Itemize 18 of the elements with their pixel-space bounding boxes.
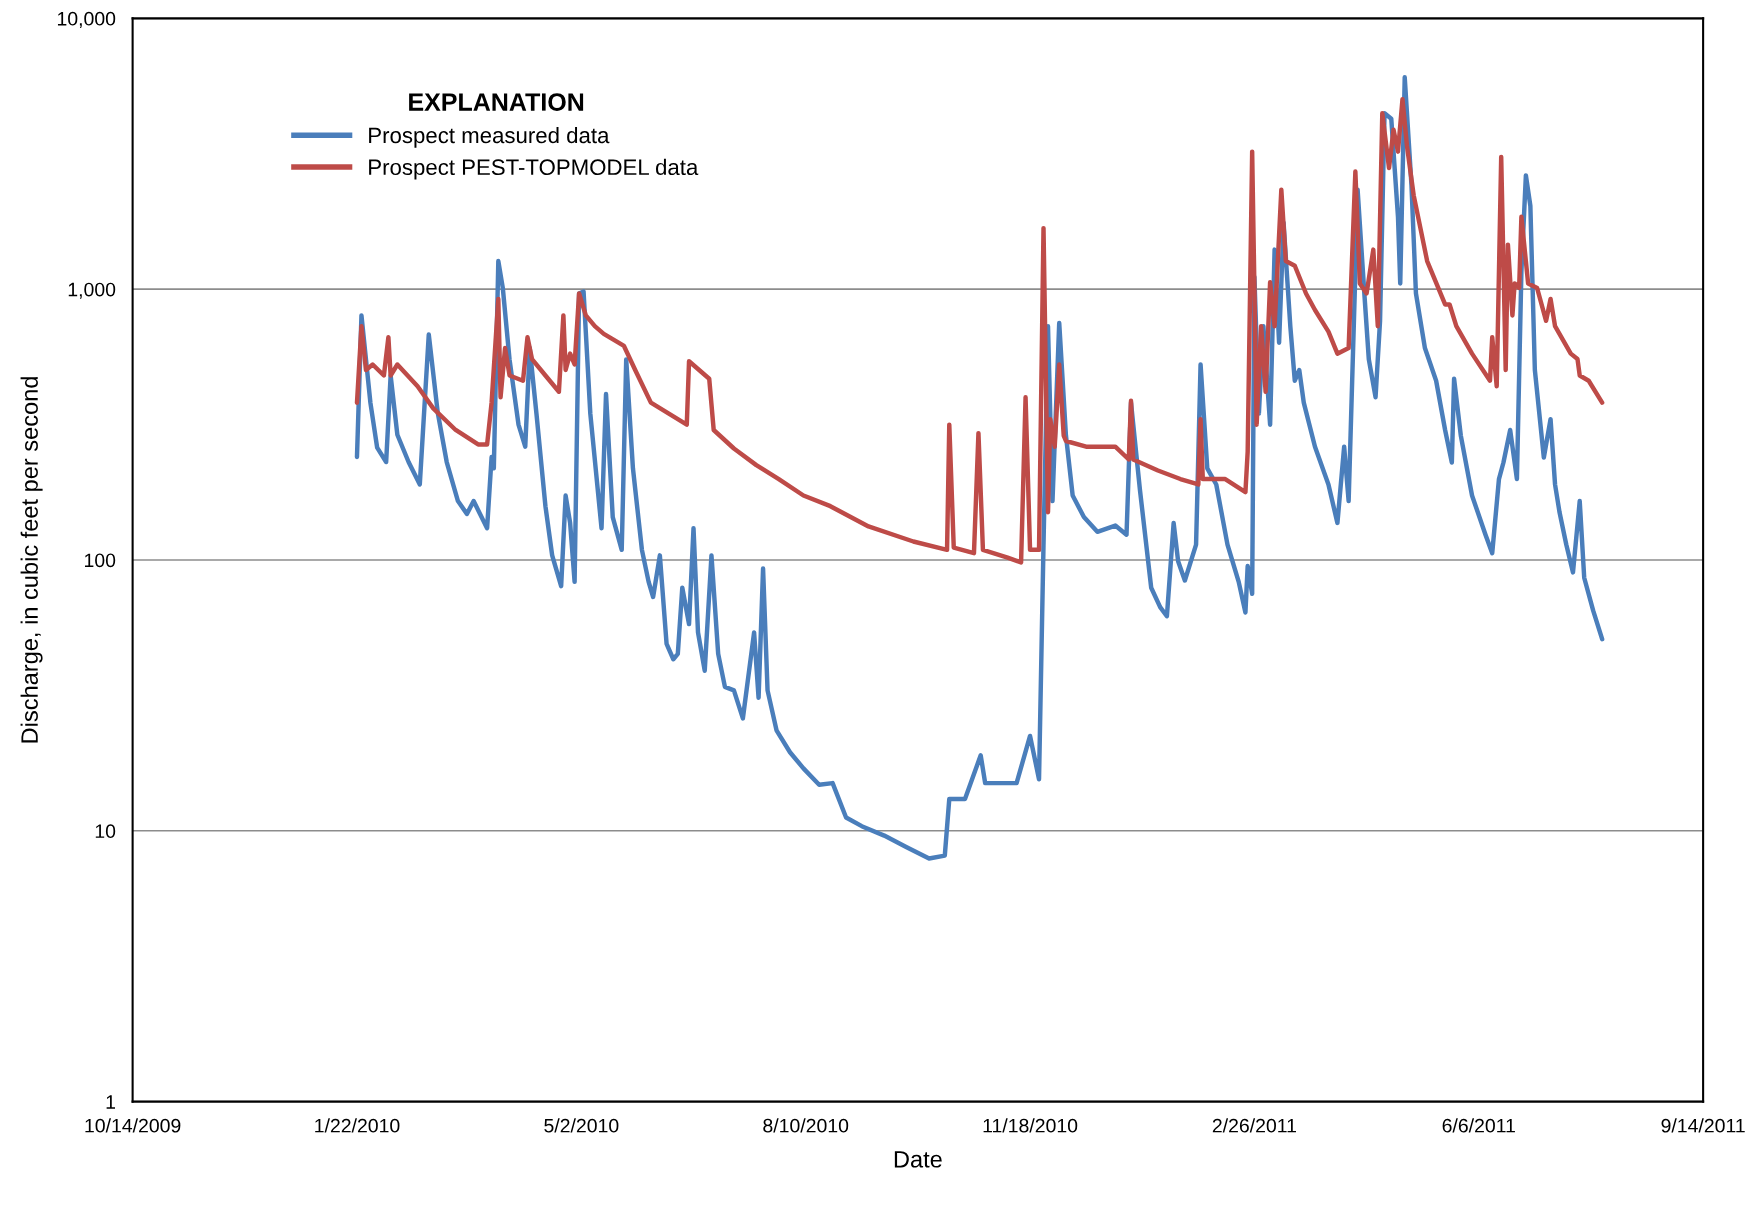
x-tick-label: 8/10/2010 [763,1118,849,1133]
y-axis-title: Discharge, in cubic feet per second [20,377,43,743]
y-tick-label: 10 [95,824,116,839]
y-tick-label: 10,000 [57,11,116,28]
x-tick-label: 11/18/2010 [983,1118,1078,1133]
x-tick-label: 1/22/2010 [315,1118,400,1133]
x-tick-label: 5/2/2010 [544,1118,619,1133]
y-tick-label: 1 [106,1095,116,1109]
x-axis-title: Date [894,1151,942,1168]
legend-label: Prospect measured data [369,126,610,148]
x-tick-label: 9/14/2011 [1661,1118,1745,1133]
x-tick-label: 2/26/2011 [1212,1118,1296,1133]
x-tick-label: 10/14/2009 [85,1118,181,1133]
legend-label: Prospect PEST-TOPMODEL data [369,158,699,180]
y-tick-label: 100 [85,553,116,568]
y-tick-label: 1,000 [68,282,116,299]
x-tick-label: 6/6/2011 [1442,1118,1515,1133]
legend-title: EXPLANATION [409,93,584,111]
